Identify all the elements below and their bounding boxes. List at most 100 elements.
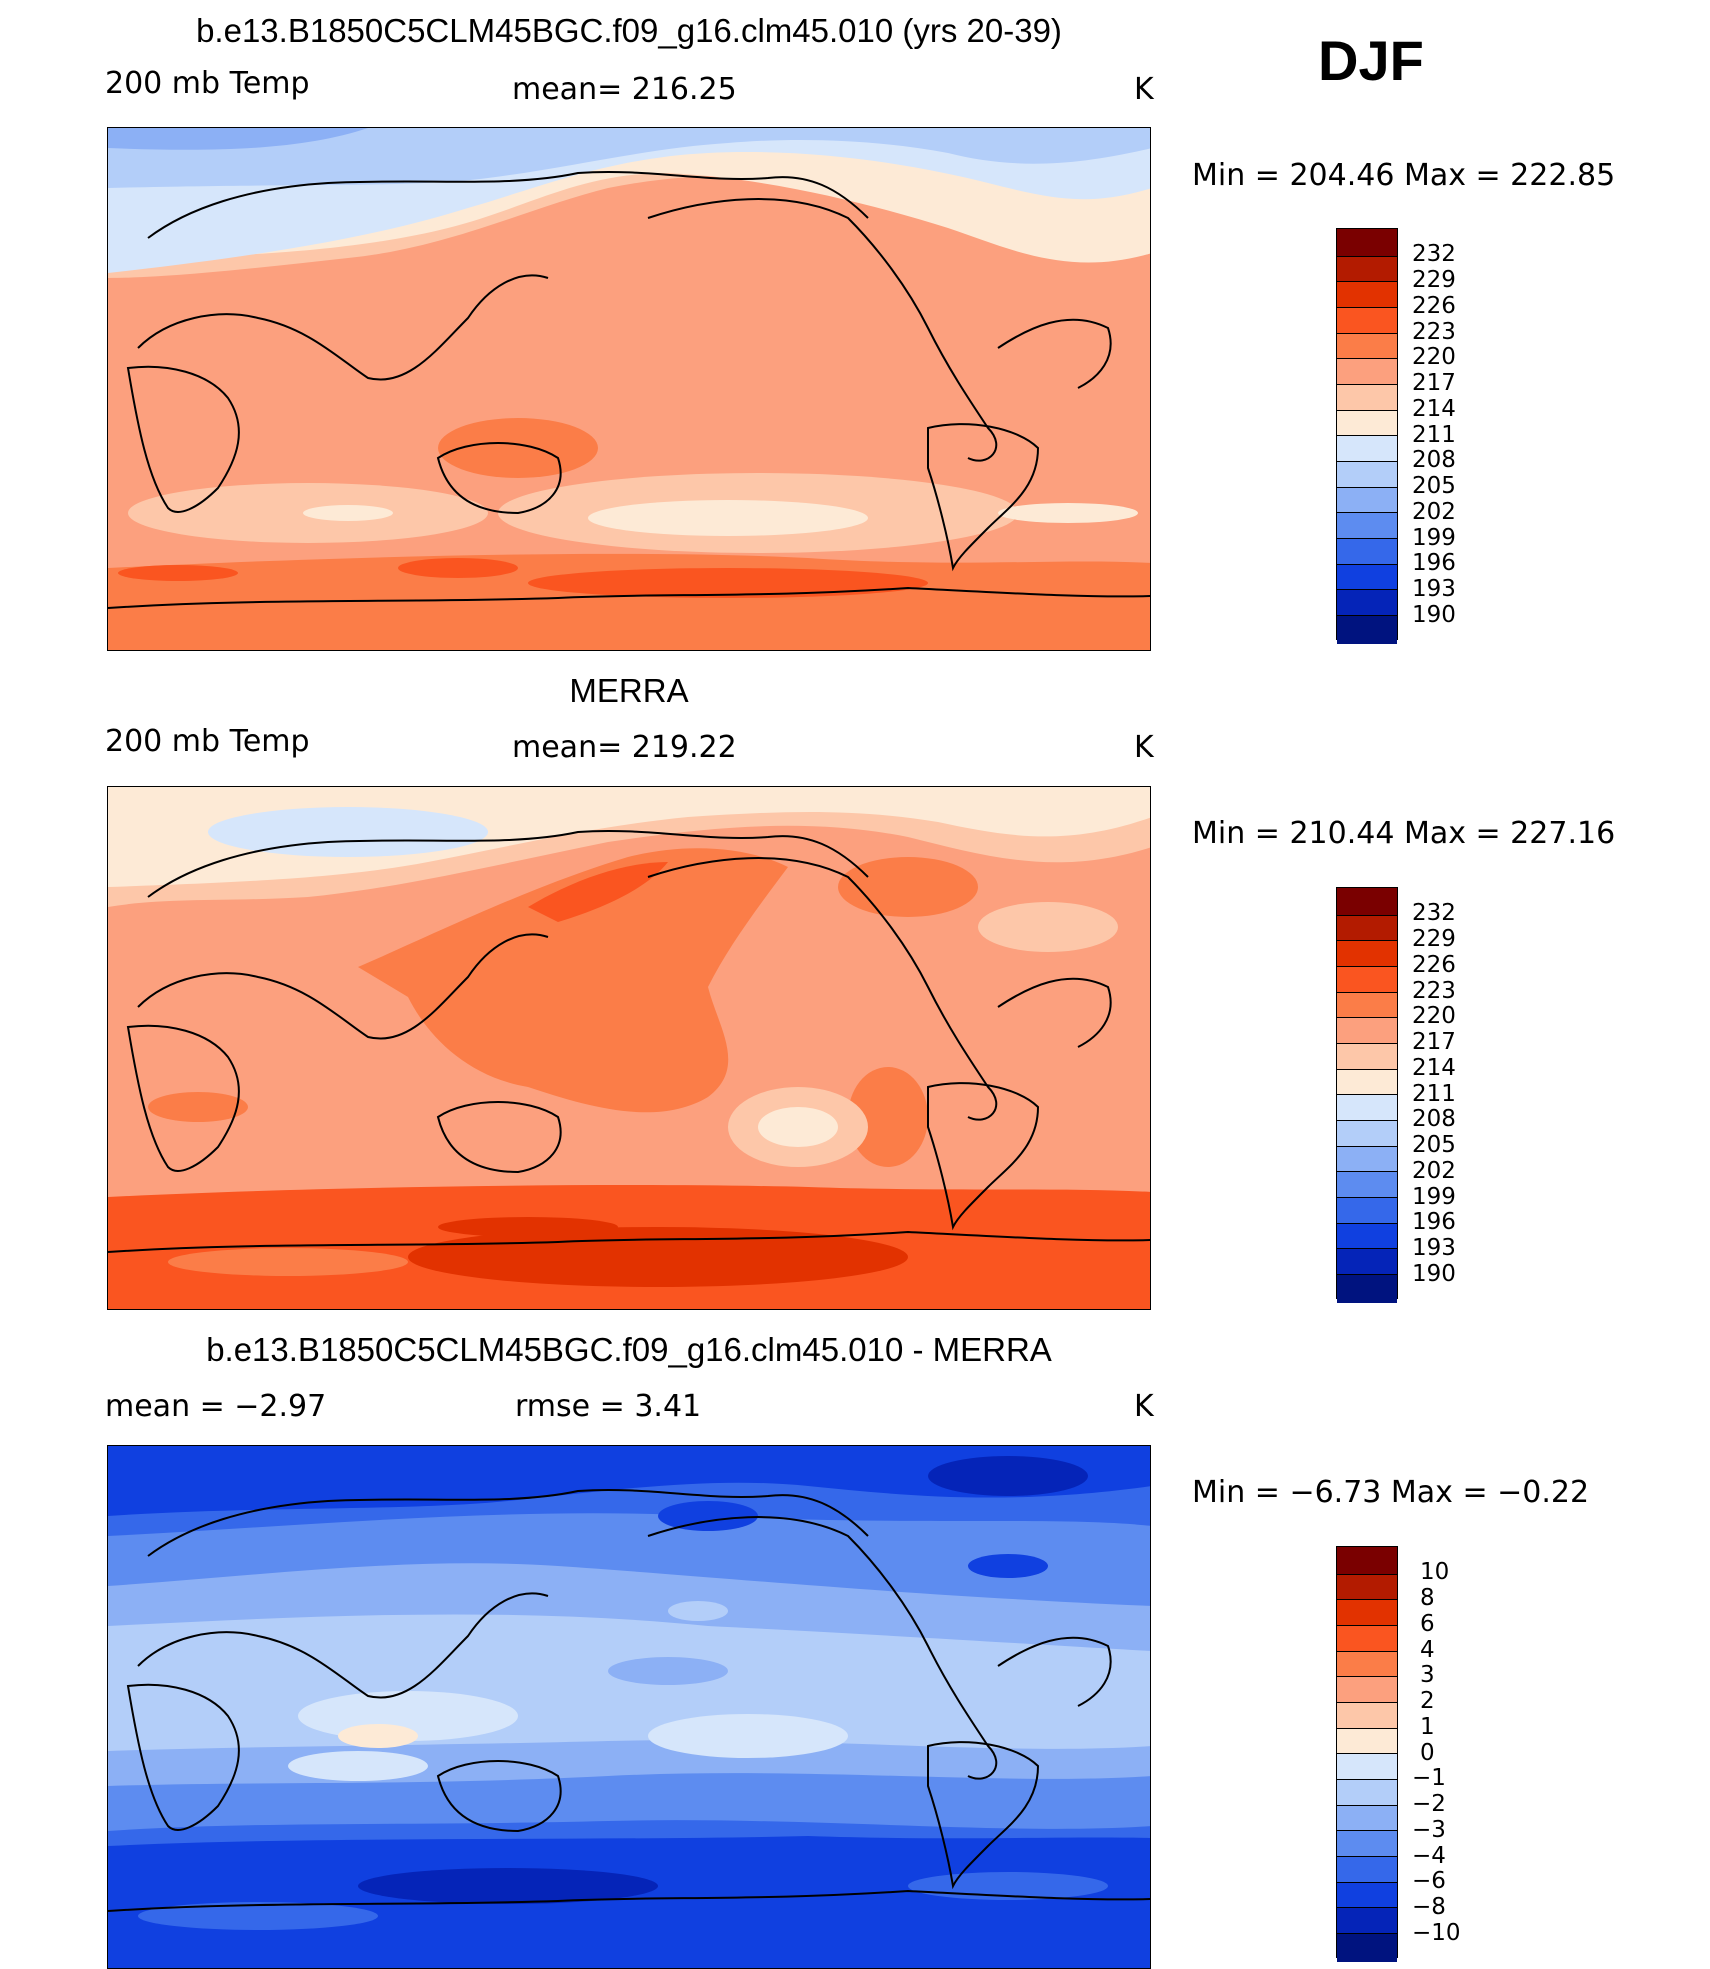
panel2-title: MERRA bbox=[569, 672, 689, 709]
panel3-colorbar-swatch bbox=[1337, 1728, 1397, 1755]
panel3-colorbar-swatch bbox=[1337, 1934, 1397, 1962]
panel2-variable-label: 200 mb Temp bbox=[105, 724, 310, 759]
panel1-unit-label: K bbox=[1134, 72, 1154, 107]
panel1-colorbar-swatch bbox=[1337, 513, 1397, 540]
panel3-colorbar-label: 2 bbox=[1420, 1688, 1435, 1714]
panel1-colorbar-swatch bbox=[1337, 256, 1397, 283]
panel2-colorbar-label: 220 bbox=[1412, 1003, 1456, 1029]
panel1-colorbar-swatch bbox=[1337, 229, 1397, 257]
panel1-colorbar-label: 229 bbox=[1412, 267, 1456, 293]
panel2-colorbar-swatch bbox=[1337, 1249, 1397, 1276]
panel3-colorbar-swatch bbox=[1337, 1600, 1397, 1626]
panel2-colorbar-label: 202 bbox=[1412, 1158, 1456, 1184]
panel1-colorbar-label: 199 bbox=[1412, 525, 1456, 551]
panel3-colorbar-label: −2 bbox=[1412, 1791, 1446, 1817]
panel2-colorbar-label: 232 bbox=[1412, 900, 1456, 926]
panel3-colorbar-label: −10 bbox=[1412, 1920, 1461, 1946]
panel1-colorbar-label: 190 bbox=[1412, 602, 1456, 628]
panel3-colorbar-label: 1 bbox=[1420, 1714, 1435, 1740]
panel2-colorbar-label: 208 bbox=[1412, 1106, 1456, 1132]
panel1-colorbar-label: 208 bbox=[1412, 447, 1456, 473]
panel2-colorbar-label: 205 bbox=[1412, 1132, 1456, 1158]
panel3-colorbar-label: 3 bbox=[1420, 1662, 1435, 1688]
panel1-colorbar-swatch bbox=[1337, 436, 1397, 462]
panel1-map bbox=[107, 127, 1151, 651]
panel3-colorbar-swatch bbox=[1337, 1908, 1397, 1935]
panel3-colorbar-swatch bbox=[1337, 1882, 1397, 1909]
panel1-colorbar-label: 202 bbox=[1412, 499, 1456, 525]
panel3-unit-label: K bbox=[1134, 1389, 1154, 1424]
season-label: DJF bbox=[1318, 29, 1424, 92]
panel3-colorbar-swatch bbox=[1337, 1625, 1397, 1652]
panel2-colorbar-swatch bbox=[1337, 888, 1397, 916]
panel2-colorbar-label: 196 bbox=[1412, 1209, 1456, 1235]
panel1-colorbar-swatch bbox=[1337, 282, 1397, 308]
panel3-colorbar-swatch bbox=[1337, 1780, 1397, 1806]
panel3-colorbar-label: 0 bbox=[1420, 1740, 1435, 1766]
panel1-colorbar-label: 232 bbox=[1412, 241, 1456, 267]
panel2-colorbar-swatch bbox=[1337, 1223, 1397, 1250]
panel3-title: b.e13.B1850C5CLM45BGC.f09_g16.clm45.010 … bbox=[206, 1331, 1052, 1368]
panel2-colorbar-label: 190 bbox=[1412, 1261, 1456, 1287]
panel2-colorbar-label: 214 bbox=[1412, 1055, 1456, 1081]
panel2-unit-label: K bbox=[1134, 730, 1154, 765]
panel1-colorbar-swatch bbox=[1337, 539, 1397, 565]
panel1-colorbar-label: 211 bbox=[1412, 422, 1456, 448]
panel1-colorbar-swatch bbox=[1337, 410, 1397, 437]
panel2-colorbar-label: 226 bbox=[1412, 952, 1456, 978]
panel3-colorbar-label: −4 bbox=[1412, 1843, 1446, 1869]
panel1-colorbar-label: 220 bbox=[1412, 344, 1456, 370]
panel1-variable-label: 200 mb Temp bbox=[105, 66, 310, 101]
panel2-colorbar-swatch bbox=[1337, 915, 1397, 942]
panel1-colorbar bbox=[1336, 228, 1398, 644]
panel3-colorbar-label: 4 bbox=[1420, 1637, 1435, 1663]
panel1-minmax-label: Min = 204.46 Max = 222.85 bbox=[1192, 158, 1616, 193]
panel3-colorbar-label: 6 bbox=[1420, 1611, 1435, 1637]
panel1-colorbar-swatch bbox=[1337, 590, 1397, 617]
panel2-colorbar-label: 211 bbox=[1412, 1081, 1456, 1107]
panel3-colorbar-label: −8 bbox=[1412, 1894, 1446, 1920]
panel3-colorbar-swatch bbox=[1337, 1651, 1397, 1678]
panel3-colorbar-swatch bbox=[1337, 1574, 1397, 1601]
panel2-mean-label: mean= 219.22 bbox=[512, 730, 737, 765]
panel2-colorbar-label: 229 bbox=[1412, 926, 1456, 952]
panel1-colorbar-label: 193 bbox=[1412, 576, 1456, 602]
panel3-mean-label: mean = −2.97 bbox=[105, 1389, 327, 1424]
panel1-colorbar-label: 214 bbox=[1412, 396, 1456, 422]
panel2-colorbar-swatch bbox=[1337, 941, 1397, 967]
panel2-colorbar-swatch bbox=[1337, 1018, 1397, 1044]
panel1-colorbar-swatch bbox=[1337, 359, 1397, 385]
panel2-colorbar-swatch bbox=[1337, 1043, 1397, 1070]
panel1-colorbar-swatch bbox=[1337, 487, 1397, 514]
panel3-colorbar-swatch bbox=[1337, 1677, 1397, 1703]
panel1-colorbar-label: 223 bbox=[1412, 319, 1456, 345]
panel1-title: b.e13.B1850C5CLM45BGC.f09_g16.clm45.010 … bbox=[196, 12, 1062, 49]
panel1-colorbar-label: 217 bbox=[1412, 370, 1456, 396]
panel1-colorbar-swatch bbox=[1337, 462, 1397, 488]
panel3-rmse-label: rmse = 3.41 bbox=[515, 1389, 702, 1424]
panel1-colorbar-swatch bbox=[1337, 384, 1397, 411]
panel3-minmax-label: Min = −6.73 Max = −0.22 bbox=[1192, 1475, 1590, 1510]
panel3-colorbar-label: 10 bbox=[1420, 1559, 1450, 1585]
panel1-colorbar-label: 226 bbox=[1412, 293, 1456, 319]
panel3-colorbar bbox=[1336, 1546, 1398, 1962]
panel3-colorbar-swatch bbox=[1337, 1805, 1397, 1832]
panel2-minmax-label: Min = 210.44 Max = 227.16 bbox=[1192, 816, 1616, 851]
panel3-colorbar-swatch bbox=[1337, 1831, 1397, 1858]
panel2-colorbar-swatch bbox=[1337, 966, 1397, 993]
panel3-colorbar-swatch bbox=[1337, 1857, 1397, 1883]
panel2-colorbar-label: 223 bbox=[1412, 978, 1456, 1004]
panel3-colorbar-label: −6 bbox=[1412, 1868, 1446, 1894]
panel3-colorbar-label: −1 bbox=[1412, 1765, 1446, 1791]
panel3-colorbar-label: −3 bbox=[1412, 1817, 1446, 1843]
panel1-colorbar-swatch bbox=[1337, 333, 1397, 360]
panel2-colorbar-swatch bbox=[1337, 1275, 1397, 1303]
panel2-colorbar-label: 193 bbox=[1412, 1235, 1456, 1261]
panel1-colorbar-swatch bbox=[1337, 307, 1397, 334]
panel2-colorbar-swatch bbox=[1337, 992, 1397, 1019]
panel1-colorbar-swatch bbox=[1337, 616, 1397, 644]
panel3-colorbar-swatch bbox=[1337, 1702, 1397, 1729]
panel2-colorbar-swatch bbox=[1337, 1069, 1397, 1096]
panel2-colorbar-label: 217 bbox=[1412, 1029, 1456, 1055]
panel3-map bbox=[107, 1445, 1151, 1969]
